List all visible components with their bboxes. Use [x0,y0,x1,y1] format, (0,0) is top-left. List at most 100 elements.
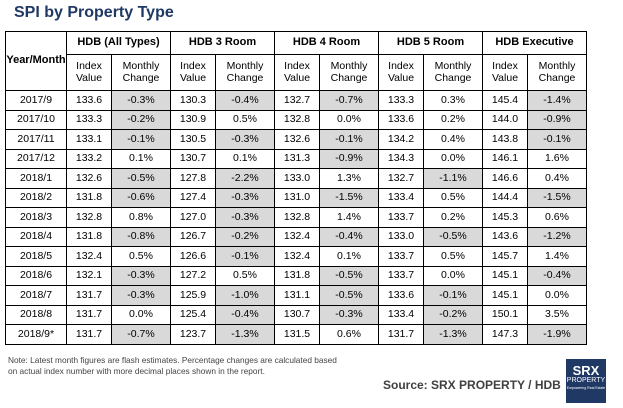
monthly-change-cell: -0.4% [319,226,379,247]
period-cell: 2018/6 [5,265,67,286]
monthly-change-cell: 0.8% [111,207,171,228]
monthly-change-cell: -0.3% [111,90,171,111]
monthly-change-cell: 1.4% [527,246,587,267]
index-value-cell: 145.3 [482,207,528,228]
monthly-change-cell: 0.0% [527,285,587,306]
monthly-change-cell: 0.3% [423,90,483,111]
monthly-change-cell: -0.8% [111,226,171,247]
index-value-cell: 133.6 [378,109,424,130]
index-value-cell: 134.3 [378,148,424,169]
index-value-cell: 147.3 [482,324,528,345]
monthly-change-cell: 0.5% [423,246,483,267]
index-value-cell: 132.4 [274,226,320,247]
period-header: Year/Month [5,31,67,91]
index-value-cell: 132.6 [66,168,112,189]
group-header-hdb-4-room: HDB 4 Room [274,31,379,55]
table-row: 2018/2 131.8 -0.6% 127.4 -0.3% 131.0 -1.5% 133.… [5,187,587,208]
index-value-cell: 132.8 [66,207,112,228]
index-value-cell: 146.1 [482,148,528,169]
index-value-cell: 133.4 [378,187,424,208]
index-value-cell: 131.7 [66,304,112,325]
table-row: 2017/9 133.6 -0.3% 130.3 -0.4% 132.7 -0.7% 133.… [5,90,587,111]
monthly-change-cell: 0.2% [423,109,483,130]
spi-table-container: Year/Month HDB (All Types) HDB 3 Room HD… [5,31,587,345]
monthly-change-cell: -0.2% [111,109,171,130]
group-header-row: Year/Month HDB (All Types) HDB 3 Room HD… [5,31,587,91]
index-value-cell: 143.8 [482,129,528,150]
monthly-change-cell: -0.4% [215,304,275,325]
index-value-cell: 133.6 [378,285,424,306]
period-cell: 2018/9* [5,324,67,345]
period-cell: 2017/11 [5,129,67,150]
monthly-change-cell: 0.1% [111,148,171,169]
monthly-change-cell: 0.1% [215,148,275,169]
monthly-change-cell: -0.3% [111,265,171,286]
index-value-cell: 143.6 [482,226,528,247]
monthly-change-cell: 0.5% [215,109,275,130]
table-row: 2018/7 131.7 -0.3% 125.9 -1.0% 131.1 -0.5% 133.… [5,285,587,306]
monthly-change-cell: 0.0% [423,148,483,169]
monthly-change-cell: -1.5% [527,187,587,208]
monthly-change-cell: -2.2% [215,168,275,189]
sub-header-change: Monthly Change [319,54,379,91]
index-value-cell: 132.8 [274,207,320,228]
index-value-cell: 132.7 [378,168,424,189]
index-value-cell: 125.9 [170,285,216,306]
logo-subtext: PROPERTY [566,377,606,384]
index-value-cell: 130.7 [170,148,216,169]
index-value-cell: 144.4 [482,187,528,208]
index-value-cell: 123.7 [170,324,216,345]
index-value-cell: 132.6 [274,129,320,150]
index-value-cell: 132.4 [274,246,320,267]
index-value-cell: 134.2 [378,129,424,150]
period-cell: 2017/10 [5,109,67,130]
period-cell: 2018/2 [5,187,67,208]
index-value-cell: 131.8 [66,187,112,208]
monthly-change-cell: -1.5% [319,187,379,208]
table-row: 2017/12 133.2 0.1% 130.7 0.1% 131.3 -0.9% 134.3… [5,148,587,169]
table-row: 2017/11 133.1 -0.1% 130.5 -0.3% 132.6 -0.1% 134… [5,129,587,150]
monthly-change-cell: -0.5% [319,265,379,286]
index-value-cell: 127.0 [170,207,216,228]
monthly-change-cell: -0.4% [215,90,275,111]
group-header-hdb-executive: HDB Executive [482,31,587,55]
index-value-cell: 131.8 [274,265,320,286]
monthly-change-cell: -0.5% [111,168,171,189]
monthly-change-cell: 0.5% [111,246,171,267]
monthly-change-cell: 0.6% [319,324,379,345]
index-value-cell: 131.1 [274,285,320,306]
sub-header-index: Index Value [378,54,424,91]
monthly-change-cell: 0.4% [423,129,483,150]
group-header-hdb-3-room: HDB 3 Room [170,31,275,55]
monthly-change-cell: -0.5% [319,285,379,306]
period-cell: 2018/4 [5,226,67,247]
group-header-all-types: HDB (All Types) [66,31,171,55]
sub-header-change: Monthly Change [111,54,171,91]
table-row: 2017/10 133.3 -0.2% 130.9 0.5% 132.8 0.0% 133.6… [5,109,587,130]
table-row: 2018/9* 131.7 -0.7% 123.7 -1.3% 131.5 0.6% 131.… [5,324,587,345]
period-cell: 2017/9 [5,90,67,111]
index-value-cell: 133.0 [378,226,424,247]
monthly-change-cell: -0.4% [527,265,587,286]
index-value-cell: 131.3 [274,148,320,169]
monthly-change-cell: 1.6% [527,148,587,169]
source-label: Source: SRX PROPERTY / HDB [383,378,561,392]
period-cell: 2018/1 [5,168,67,189]
period-cell: 2017/12 [5,148,67,169]
monthly-change-cell: -1.9% [527,324,587,345]
index-value-cell: 131.7 [378,324,424,345]
index-value-cell: 133.2 [66,148,112,169]
index-value-cell: 145.1 [482,285,528,306]
index-value-cell: 150.1 [482,304,528,325]
index-value-cell: 145.1 [482,265,528,286]
monthly-change-cell: -0.3% [319,304,379,325]
sub-header-index: Index Value [170,54,216,91]
sub-header-index: Index Value [66,54,112,91]
index-value-cell: 133.7 [378,207,424,228]
index-value-cell: 133.1 [66,129,112,150]
monthly-change-cell: -0.1% [215,246,275,267]
logo-text: SRX [572,363,600,378]
table-row: 2018/4 131.8 -0.8% 126.7 -0.2% 132.4 -0.4% 133.… [5,226,587,247]
index-value-cell: 126.7 [170,226,216,247]
spi-table: Year/Month HDB (All Types) HDB 3 Room HD… [5,31,587,345]
